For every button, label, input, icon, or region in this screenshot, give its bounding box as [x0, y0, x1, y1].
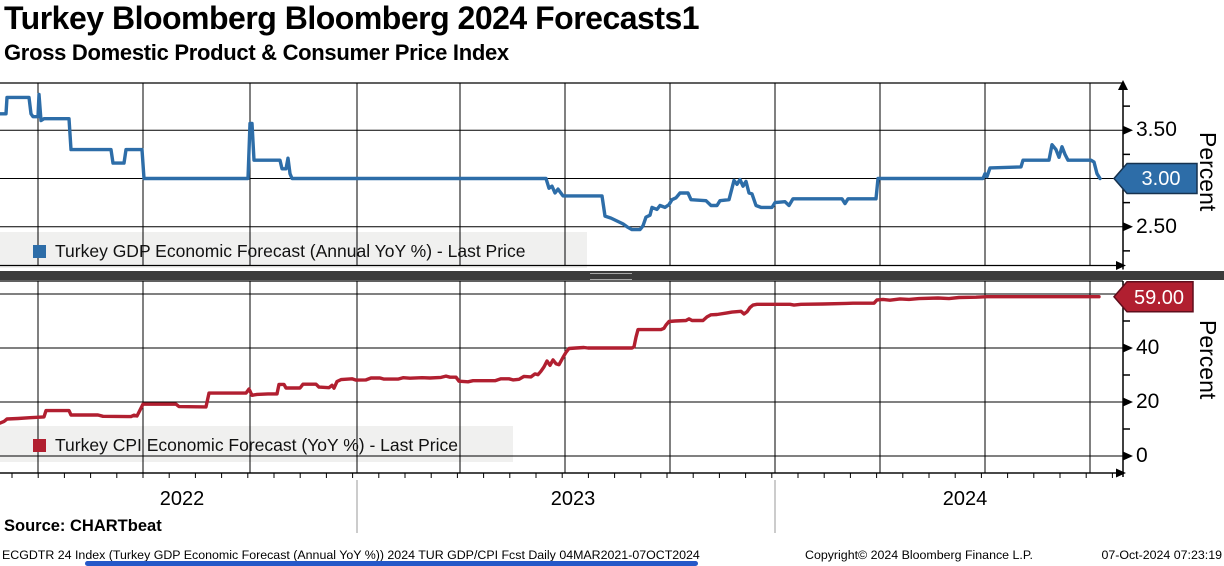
footer-index-info: ECGDTR 24 Index (Turkey GDP Economic For… — [2, 548, 700, 562]
cpi-last-price-tag: 59.00 — [1133, 287, 1185, 309]
gdp-last-price-tag: 3.00 — [1141, 168, 1181, 190]
y-axis-tick-label: 40 — [1136, 336, 1160, 359]
legend-item-cpi[interactable]: Turkey CPI Economic Forecast (YoY %) - L… — [33, 435, 458, 456]
y-axis-tick-label: 3.50 — [1136, 118, 1177, 142]
page-title: Turkey Bloomberg Bloomberg 2024 Forecast… — [4, 0, 700, 36]
x-axis-year-label: 2023 — [550, 488, 596, 510]
y-axis-tick-label: 20 — [1136, 390, 1160, 413]
gdp-legend-label: Turkey GDP Economic Forecast (Annual YoY… — [55, 241, 526, 261]
y-axis-tick-label: 0 — [1136, 444, 1148, 467]
panel-divider — [0, 271, 1224, 280]
bottom-accent-bar — [85, 561, 698, 566]
x-axis-year-label: 2024 — [942, 488, 988, 510]
legend-item-gdp[interactable]: Turkey GDP Economic Forecast (Annual YoY… — [33, 241, 525, 262]
footer-datetime: 07-Oct-2024 07:23:19 — [1101, 548, 1222, 562]
cpi-legend-swatch-icon — [33, 439, 46, 452]
x-axis-year-label: 2022 — [159, 488, 205, 510]
cpi-legend-label: Turkey CPI Economic Forecast (YoY %) - L… — [55, 435, 458, 455]
source-label: Source: CHARTbeat — [4, 517, 162, 535]
footer-copyright: Copyright© 2024 Bloomberg Finance L.P. — [805, 548, 1033, 562]
y-axis-label-top: Percent — [1195, 132, 1221, 212]
gdp-legend-swatch-icon — [33, 245, 46, 258]
panel-resize-handle-icon[interactable] — [590, 273, 632, 280]
page-subtitle: Gross Domestic Product & Consumer Price … — [4, 40, 509, 65]
y-axis-tick-label: 2.50 — [1136, 214, 1177, 238]
y-axis-label-bottom: Percent — [1195, 320, 1221, 400]
